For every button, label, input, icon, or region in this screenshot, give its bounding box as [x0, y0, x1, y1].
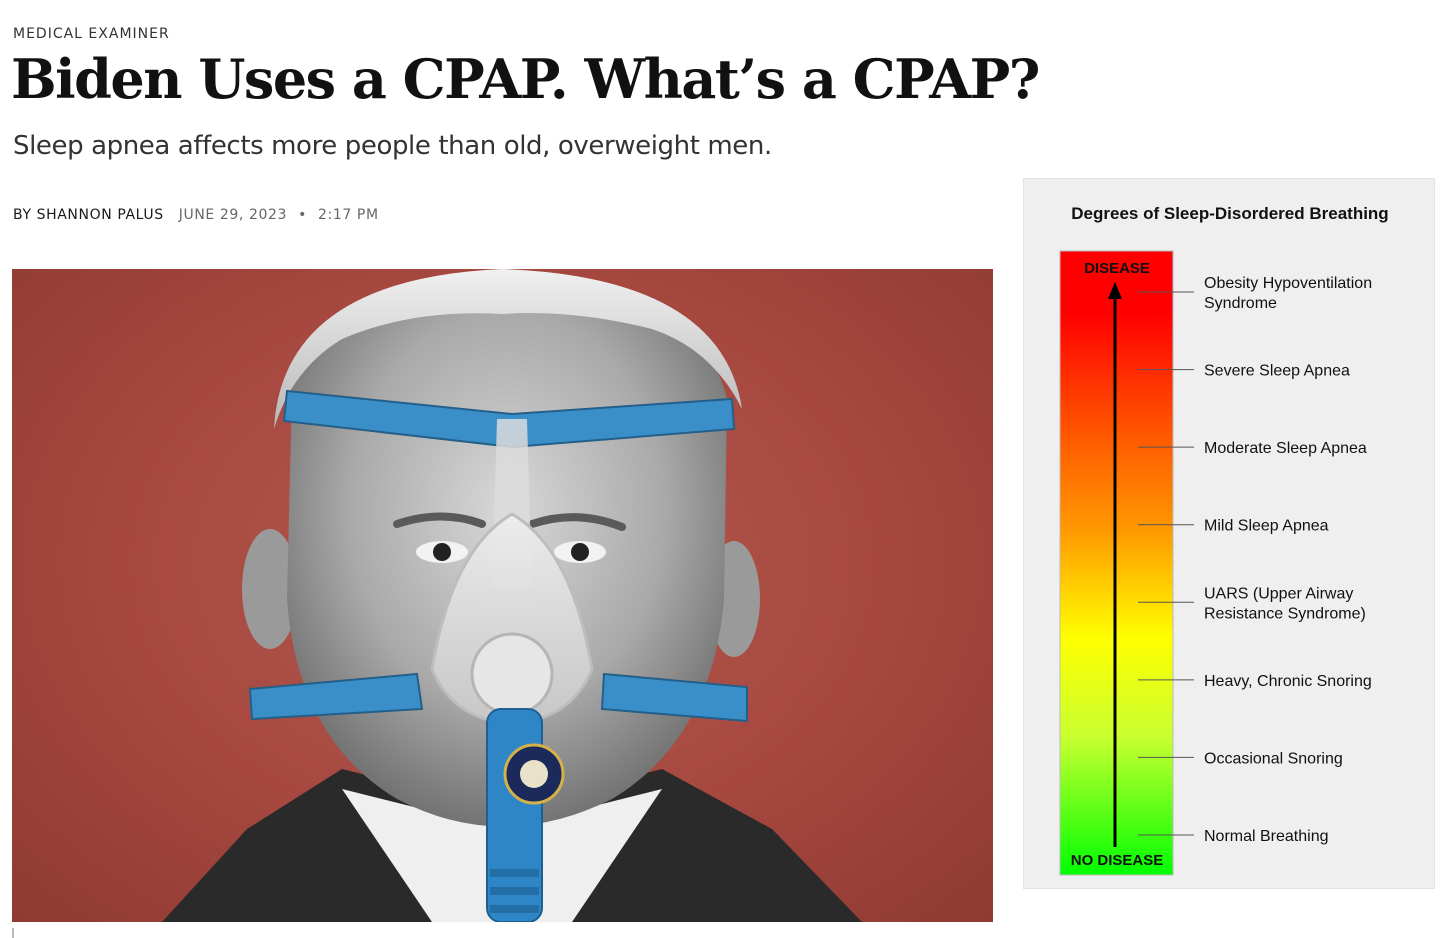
tube-ring [490, 887, 539, 895]
severity-arrow-head-icon [1108, 282, 1122, 299]
level-label: Moderate Sleep Apnea [1204, 440, 1367, 457]
section-kicker[interactable]: MEDICAL EXAMINER [13, 26, 170, 42]
tube-ring [490, 869, 539, 877]
level-label: Normal Breathing [1204, 828, 1329, 845]
left-ear [242, 529, 298, 649]
portrait-illustration [162, 269, 862, 922]
mask-vent [470, 632, 554, 716]
left-pupil [433, 543, 451, 561]
left-lower-strap [248, 672, 424, 721]
right-brow [528, 513, 626, 531]
level-label: Occasional Snoring [1204, 750, 1343, 767]
level-label: Syndrome [1204, 295, 1277, 312]
cpap-photo-illustration [12, 269, 993, 922]
chart-graphic: DISEASE NO DISEASE Obesity Hypoventilati… [1059, 250, 1372, 876]
byline: BY SHANNON PALUS JUNE 29, 2023 • 2:17 PM [13, 207, 379, 223]
bottom-label: NO DISEASE [1071, 852, 1164, 869]
article-dek: Sleep apnea affects more people than old… [13, 131, 772, 161]
article-headline: Biden Uses a CPAP. What’s a CPAP? [11, 47, 1040, 111]
right-pupil [571, 543, 589, 561]
byline-separator: • [298, 207, 307, 223]
level-label: Resistance Syndrome) [1204, 605, 1366, 622]
level-label: Obesity Hypoventilation [1204, 275, 1372, 292]
level-label: Mild Sleep Apnea [1204, 518, 1329, 535]
sleep-breathing-chart: Degrees of Sleep-Disordered Breathing DI… [1023, 178, 1435, 889]
caption-marker [12, 928, 14, 938]
byline-time: 2:17 PM [318, 207, 379, 223]
seal-center [520, 760, 548, 788]
level-label: Heavy, Chronic Snoring [1204, 673, 1372, 690]
byline-author[interactable]: BY SHANNON PALUS [13, 207, 164, 223]
chart-title: Degrees of Sleep-Disordered Breathing [1071, 204, 1389, 223]
byline-date: JUNE 29, 2023 [178, 207, 288, 223]
level-label: Severe Sleep Apnea [1204, 363, 1350, 380]
left-brow [393, 512, 486, 528]
tube-ring [490, 905, 539, 913]
level-label: UARS (Upper Airway [1204, 585, 1353, 602]
top-label: DISEASE [1084, 260, 1150, 277]
hair [274, 269, 742, 429]
right-lower-strap [600, 672, 748, 723]
